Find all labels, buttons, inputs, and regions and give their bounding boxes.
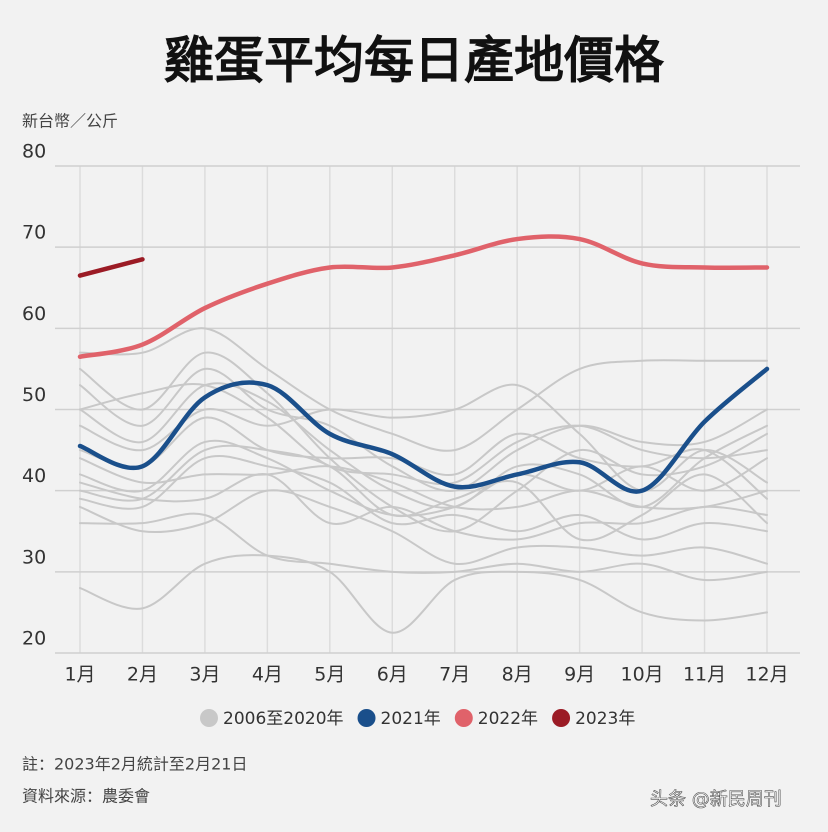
source: 資料來源：農委會 [22, 787, 150, 806]
legend-label: 2006至2020年 [223, 709, 344, 729]
x-tick-label: 1月 [64, 664, 95, 686]
x-tick-label: 12月 [745, 664, 788, 686]
line [79, 382, 768, 509]
line [79, 512, 768, 582]
line [77, 366, 770, 494]
legend-label: 2023年 [575, 709, 635, 729]
y-tick-label: 20 [22, 628, 46, 650]
line [77, 234, 770, 359]
x-tick-label: 10月 [620, 664, 663, 686]
line [79, 383, 768, 486]
line [79, 416, 768, 500]
line [79, 351, 768, 533]
note: 註：2023年2月統計至2月21日 [22, 755, 247, 774]
watermark: 头条 @新民周刊 [650, 789, 782, 810]
x-tick-label: 5月 [314, 664, 345, 686]
x-tick-label: 11月 [683, 664, 726, 686]
legend-label: 2021年 [381, 709, 441, 729]
line [79, 327, 768, 452]
y-axis-label: 新台幣／公斤 [22, 112, 118, 131]
chart-title: 雞蛋平均每日產地價格 [164, 32, 665, 90]
x-tick-label: 7月 [439, 664, 470, 686]
y-tick-label: 50 [22, 384, 46, 406]
y-tick-label: 60 [22, 303, 46, 325]
line [79, 457, 768, 511]
line [77, 257, 145, 278]
x-tick-label: 8月 [502, 664, 533, 686]
y-tick-label: 70 [22, 222, 46, 244]
legend-marker [454, 709, 473, 727]
line [79, 455, 768, 541]
x-tick-label: 9月 [564, 664, 595, 686]
y-tick-label: 40 [22, 465, 46, 487]
legend-marker [357, 709, 376, 727]
line [79, 489, 768, 565]
line [79, 444, 768, 542]
x-tick-label: 4月 [252, 664, 283, 686]
y-tick-label: 30 [22, 546, 46, 568]
line [79, 367, 768, 492]
line [79, 383, 768, 492]
legend-marker [552, 709, 571, 727]
y-tick-label: 80 [22, 141, 46, 163]
x-tick-label: 2月 [127, 664, 158, 686]
x-tick-label: 6月 [377, 664, 408, 686]
line [79, 473, 768, 541]
x-tick-label: 3月 [189, 664, 220, 686]
legend-label: 2022年 [478, 709, 538, 729]
legend-marker [200, 709, 218, 727]
line [79, 554, 768, 634]
